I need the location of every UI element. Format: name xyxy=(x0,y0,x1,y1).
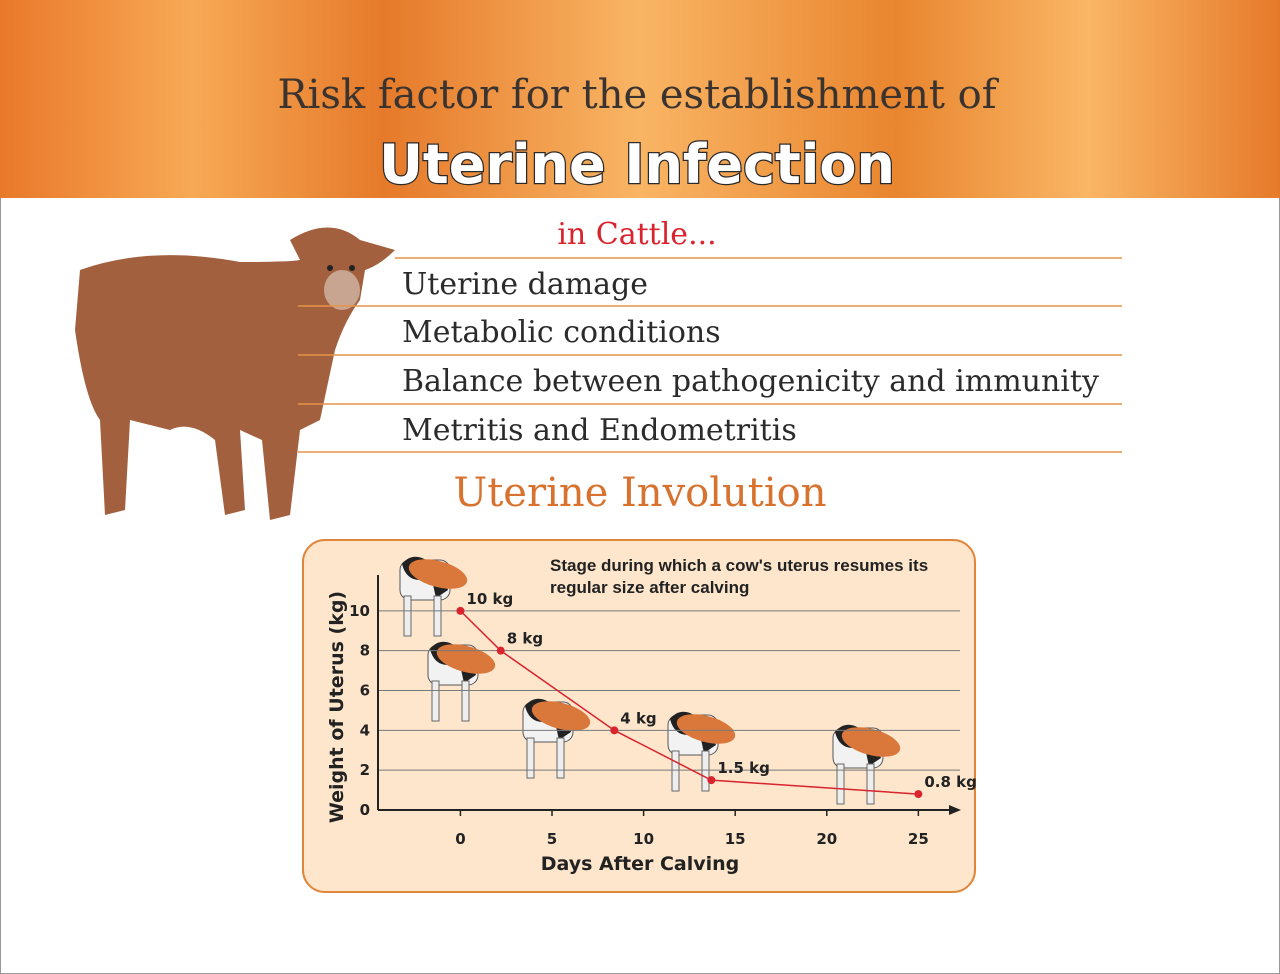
data-label: 10 kg xyxy=(466,590,513,608)
x-axis-arrow xyxy=(949,805,961,815)
x-tick-label: 20 xyxy=(816,830,837,848)
header-title: Risk factor for the establishment of xyxy=(277,72,999,118)
x-tick-label: 0 xyxy=(455,830,465,848)
risk-factor: Metritis and Endometritis xyxy=(402,413,797,448)
y-axis-title: Weight of Uterus (kg) xyxy=(326,591,348,823)
risk-factor: Uterine damage xyxy=(402,267,648,302)
data-point xyxy=(496,646,505,655)
risk-factor: Balance between pathogenicity and immuni… xyxy=(402,364,1099,399)
chart: 0 2 4 6 8 10 0 5 10 15 20 25 Days After Calving Weigh… xyxy=(326,575,977,875)
y-tick-label: 8 xyxy=(360,642,370,660)
header-subtitle: Uterine Infection xyxy=(379,133,895,196)
y-tick-label: 4 xyxy=(360,721,370,739)
x-tick-label: 25 xyxy=(908,830,929,848)
data-point xyxy=(610,726,619,735)
data-label: 4 kg xyxy=(620,709,656,727)
x-axis-title: Days After Calving xyxy=(541,853,740,875)
section-title: Uterine Involution xyxy=(453,470,826,516)
data-label: 8 kg xyxy=(507,630,543,648)
data-point xyxy=(914,790,923,799)
x-tick-label: 10 xyxy=(633,830,654,848)
y-tick-label: 6 xyxy=(360,682,370,700)
data-point xyxy=(456,606,465,615)
cattle-label: in Cattle... xyxy=(557,217,716,252)
x-tick-label: 15 xyxy=(725,830,746,848)
data-point xyxy=(707,776,716,785)
chart-annotation: Stage during which a cow's uterus resume… xyxy=(550,556,929,597)
cow-illustration xyxy=(75,227,395,520)
header-band xyxy=(0,0,1280,198)
chart-box xyxy=(302,539,976,893)
y-tick-label: 2 xyxy=(360,761,370,779)
data-label: 1.5 kg xyxy=(717,759,770,777)
y-tick-label: 0 xyxy=(360,801,370,819)
x-tick-label: 5 xyxy=(547,830,557,848)
data-label: 0.8 kg xyxy=(924,773,977,791)
risk-factor: Metabolic conditions xyxy=(402,315,721,350)
y-tick-label: 10 xyxy=(349,602,370,620)
